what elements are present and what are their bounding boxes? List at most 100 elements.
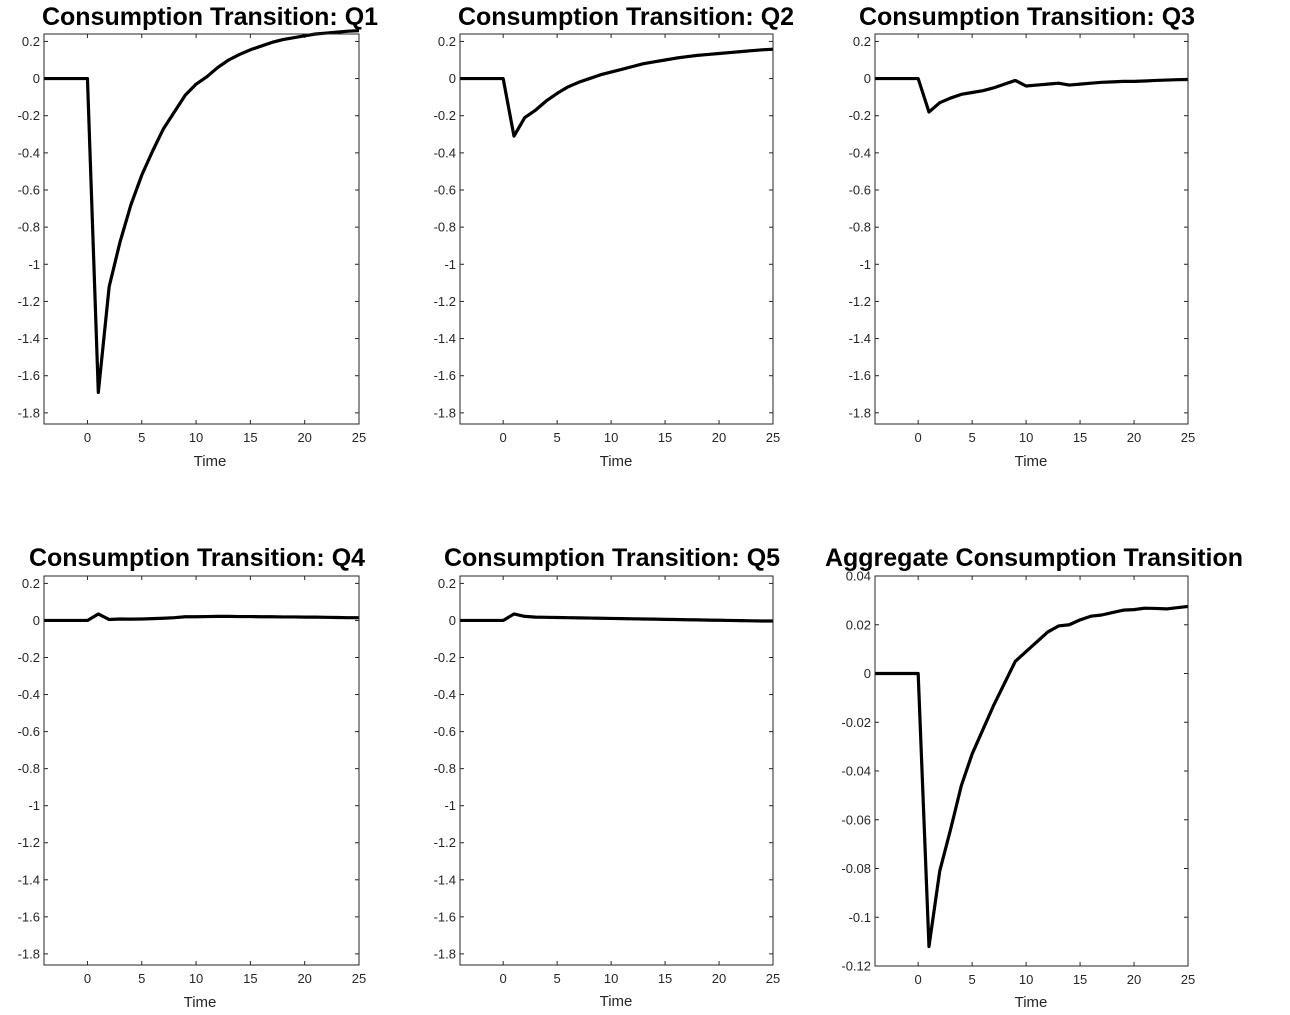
x-tick-label: 15 — [1073, 430, 1087, 445]
plot-title: Consumption Transition: Q3 — [859, 3, 1195, 31]
x-tick-label: 25 — [766, 971, 780, 986]
x-tick-label: 20 — [297, 430, 311, 445]
x-tick-label: 10 — [604, 971, 618, 986]
x-axis-label: Time — [600, 453, 633, 470]
x-tick-label: 25 — [352, 971, 366, 986]
y-tick-label: -0.8 — [434, 761, 456, 776]
y-ticks: 0.2 0 -0.2 -0.4 -0.6 -0.8 -1 -1.2 -1.4 -1.6 -1.8 — [18, 34, 359, 420]
y-tick-label: -0.8 — [434, 220, 456, 235]
x-ticks: 0 5 10 15 20 25 — [500, 576, 780, 986]
y-tick-label: 0.2 — [22, 34, 40, 49]
y-tick-label: 0 — [449, 613, 456, 628]
y-tick-label: -0.4 — [849, 145, 871, 160]
y-tick-label: -1.8 — [434, 405, 456, 420]
y-tick-label: 0 — [864, 666, 871, 681]
y-tick-label: -0.2 — [18, 108, 40, 123]
x-tick-label: 15 — [243, 971, 257, 986]
y-tick-label: 0 — [33, 613, 40, 628]
series-line — [44, 612, 359, 623]
y-tick-label: -1.6 — [18, 909, 40, 924]
y-tick-label: -1.6 — [849, 368, 871, 383]
y-tick-label: -0.6 — [434, 183, 456, 198]
y-tick-label: 0.2 — [438, 576, 456, 591]
series-line — [460, 612, 773, 623]
x-tick-label: 20 — [1127, 972, 1141, 987]
x-axis-label: Time — [600, 993, 633, 1010]
y-ticks: 0.2 0 -0.2 -0.4 -0.6 -0.8 -1 -1.2 -1.4 -1.6 -1.8 — [849, 34, 1188, 420]
y-ticks: 0.2 0 -0.2 -0.4 -0.6 -0.8 -1 -1.2 -1.4 -1.6 -1.8 — [434, 576, 773, 961]
y-ticks: 0.2 0 -0.2 -0.4 -0.6 -0.8 -1 -1.2 -1.4 -1.6 -1.8 — [18, 576, 359, 961]
subplot-q2: Consumption Transition: Q2 Time 0.2 0 -0.2… — [434, 3, 794, 470]
y-tick-label: 0.2 — [438, 34, 456, 49]
plot-frame — [43, 575, 360, 966]
y-tick-label: -1.2 — [434, 294, 456, 309]
y-tick-label: -0.06 — [841, 812, 871, 827]
y-tick-label: -1.6 — [434, 909, 456, 924]
series-line — [875, 604, 1189, 949]
y-tick-label: -1 — [28, 798, 40, 813]
y-tick-label: -1 — [444, 257, 456, 272]
x-tick-label: 5 — [554, 430, 561, 445]
y-tick-label: -0.6 — [434, 724, 456, 739]
y-tick-label: -1.2 — [434, 835, 456, 850]
y-tick-label: -0.2 — [434, 108, 456, 123]
subplot-q5: Consumption Transition: Q5 Time 0.2 0 -0.2… — [434, 544, 781, 1010]
y-tick-label: 0 — [864, 71, 871, 86]
x-tick-label: 0 — [84, 430, 91, 445]
plot-title: Consumption Transition: Q4 — [29, 544, 365, 572]
x-axis-label: Time — [1015, 453, 1048, 470]
y-tick-label: -1.6 — [18, 368, 40, 383]
y-tick-label: -0.4 — [18, 687, 40, 702]
y-tick-label: 0.04 — [846, 569, 871, 584]
plot-frame — [874, 33, 1189, 425]
series-line — [875, 76, 1189, 114]
x-tick-label: 5 — [554, 971, 561, 986]
y-tick-label: -1.4 — [434, 331, 456, 346]
x-tick-label: 15 — [658, 971, 672, 986]
y-tick-label: 0.2 — [22, 576, 40, 591]
x-tick-label: 15 — [1073, 972, 1087, 987]
y-tick-label: -1.4 — [849, 331, 871, 346]
y-tick-label: 0 — [33, 71, 40, 86]
x-tick-label: 0 — [500, 430, 507, 445]
y-tick-label: -1.4 — [18, 872, 40, 887]
x-tick-label: 5 — [969, 430, 976, 445]
x-tick-label: 25 — [766, 430, 780, 445]
y-tick-label: -1 — [28, 257, 40, 272]
y-tick-label: -0.2 — [434, 650, 456, 665]
y-tick-label: -1 — [444, 798, 456, 813]
x-tick-label: 10 — [189, 430, 203, 445]
y-tick-label: -0.02 — [841, 715, 871, 730]
y-tick-label: -1.6 — [434, 368, 456, 383]
x-ticks: 0 5 10 15 20 25 — [915, 576, 1195, 987]
y-tick-label: -0.1 — [849, 910, 871, 925]
y-tick-label: -1.8 — [18, 405, 40, 420]
y-tick-label: -0.8 — [18, 761, 40, 776]
x-tick-label: 5 — [138, 430, 145, 445]
x-tick-label: 0 — [915, 430, 922, 445]
y-ticks: 0.2 0 -0.2 -0.4 -0.6 -0.8 -1 -1.2 -1.4 -1.6 -1.8 — [434, 34, 773, 420]
series-line — [44, 29, 360, 395]
subplot-q4: Consumption Transition: Q4 Time 0.2 0 -0.2… — [18, 544, 367, 1011]
y-tick-label: -1.2 — [849, 294, 871, 309]
y-tick-label: -1.4 — [18, 331, 40, 346]
y-tick-label: -0.08 — [841, 861, 871, 876]
y-tick-label: 0.02 — [846, 617, 871, 632]
y-tick-label: -1.4 — [434, 872, 456, 887]
subplot-q1: Consumption Transition: Q1 Time 0.2 0 -0.2… — [18, 3, 379, 470]
x-tick-label: 10 — [604, 430, 618, 445]
subplot-q3: Consumption Transition: Q3 Time 0.2 0 -0.2… — [849, 3, 1196, 470]
y-tick-label: -0.6 — [18, 183, 40, 198]
plot-title: Consumption Transition: Q5 — [444, 544, 780, 572]
x-tick-label: 20 — [712, 430, 726, 445]
x-ticks: 0 5 10 15 20 25 — [84, 576, 366, 986]
y-tick-label: -1 — [859, 257, 871, 272]
y-tick-label: -0.2 — [849, 108, 871, 123]
x-tick-label: 10 — [189, 971, 203, 986]
y-tick-label: -0.4 — [434, 145, 456, 160]
x-tick-label: 25 — [352, 430, 366, 445]
x-axis-label: Time — [184, 994, 217, 1011]
x-tick-label: 5 — [138, 971, 145, 986]
plot-title: Consumption Transition: Q2 — [458, 3, 794, 31]
x-axis-label: Time — [194, 453, 227, 470]
